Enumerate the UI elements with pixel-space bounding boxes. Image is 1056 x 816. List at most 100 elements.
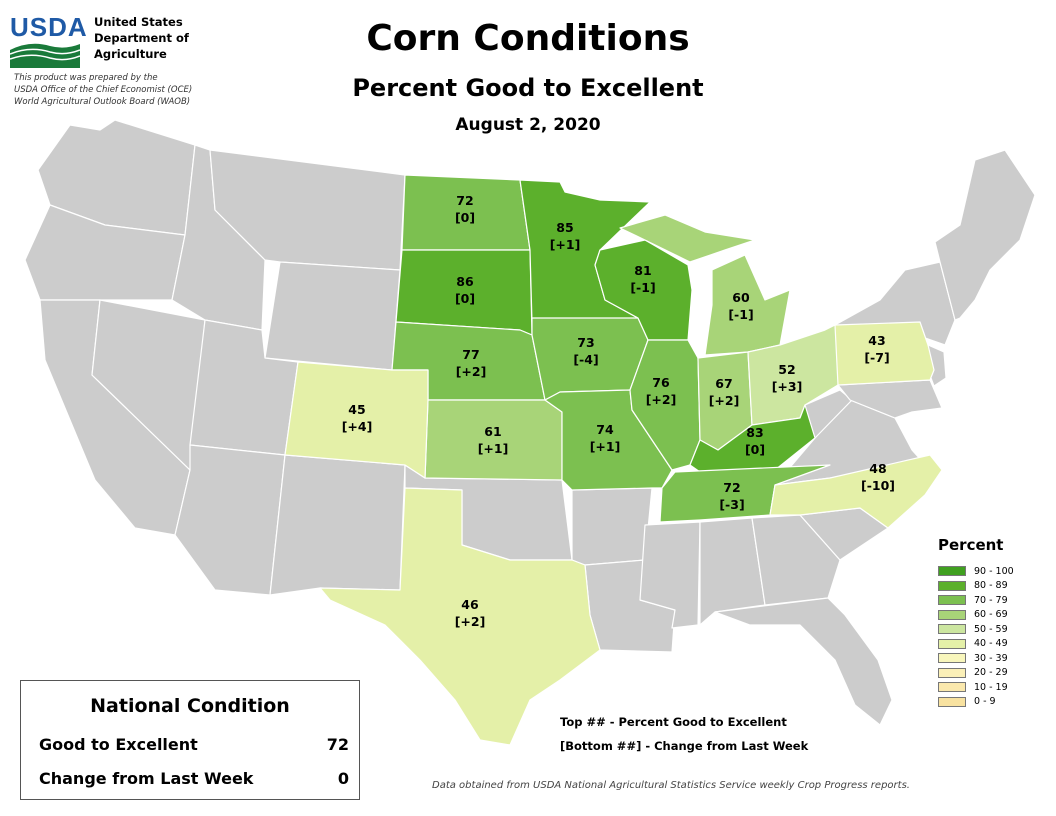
label-sd-change: [0] bbox=[455, 291, 475, 306]
legend-item: 20 - 29 bbox=[938, 666, 1048, 681]
national-condition-title: National Condition bbox=[90, 695, 290, 717]
legend-swatch bbox=[938, 682, 966, 693]
legend-item: 90 - 100 bbox=[938, 564, 1048, 579]
label-ky-value: 83 bbox=[746, 425, 763, 440]
label-pa-value: 43 bbox=[868, 333, 885, 348]
label-tn-value: 72 bbox=[723, 480, 740, 495]
map-subtitle: Percent Good to Excellent bbox=[352, 74, 704, 102]
good-to-excellent-value: 72 bbox=[326, 735, 349, 754]
legend-label: 70 - 79 bbox=[974, 594, 1008, 606]
state-ks bbox=[424, 399, 563, 481]
label-mi-value: 60 bbox=[732, 290, 750, 305]
legend-label: 90 - 100 bbox=[974, 565, 1014, 577]
map-date: August 2, 2020 bbox=[455, 115, 601, 135]
label-key-notes: Top ## - Percent Good to Excellent [Bott… bbox=[560, 710, 820, 758]
legend-item: 40 - 49 bbox=[938, 637, 1048, 652]
legend-swatch bbox=[938, 653, 966, 664]
legend-swatch bbox=[938, 624, 966, 635]
state-az bbox=[174, 444, 286, 596]
note-top: Top ## - Percent Good to Excellent bbox=[560, 715, 787, 729]
dept-line: Agriculture bbox=[94, 47, 167, 61]
state-nm bbox=[269, 454, 406, 596]
legend-label: 0 - 9 bbox=[974, 696, 996, 708]
usda-hills-icon bbox=[10, 43, 80, 68]
usda-department-name: United States Department of Agriculture bbox=[94, 14, 194, 62]
state-nc bbox=[769, 454, 943, 529]
legend-swatch bbox=[938, 566, 966, 577]
legend-swatch bbox=[938, 696, 966, 707]
state-wy bbox=[264, 261, 401, 371]
dept-line: Department of bbox=[94, 31, 189, 45]
label-oh-change: [+3] bbox=[772, 379, 803, 394]
good-to-excellent-label: Good to Excellent bbox=[39, 735, 198, 754]
label-in-change: [+2] bbox=[709, 393, 740, 408]
state-ar bbox=[571, 487, 653, 566]
label-ne-change: [+2] bbox=[456, 364, 487, 379]
legend-swatch bbox=[938, 638, 966, 649]
label-mo-value: 74 bbox=[596, 422, 614, 437]
label-nc-value: 48 bbox=[869, 461, 886, 476]
legend-label: 50 - 59 bbox=[974, 623, 1008, 635]
legend-item: 60 - 69 bbox=[938, 608, 1048, 623]
credit-line: USDA Office of the Chief Economist (OCE) bbox=[14, 85, 193, 95]
label-in-value: 67 bbox=[715, 376, 732, 391]
prepared-by-credit: This product was prepared by the USDA Of… bbox=[14, 72, 214, 108]
label-tx-value: 46 bbox=[461, 597, 479, 612]
legend-swatch bbox=[938, 609, 966, 620]
label-tx-change: [+2] bbox=[455, 614, 486, 629]
label-ia-value: 73 bbox=[577, 335, 594, 350]
label-mi-change: [-1] bbox=[728, 307, 753, 322]
change-from-last-week-label: Change from Last Week bbox=[39, 769, 254, 788]
legend-item: 80 - 89 bbox=[938, 579, 1048, 594]
change-from-last-week-value: 0 bbox=[337, 769, 349, 788]
legend-item: 10 - 19 bbox=[938, 680, 1048, 695]
legend-swatch bbox=[938, 580, 966, 591]
label-nd-change: [0] bbox=[455, 210, 475, 225]
usda-logo-text: USDA bbox=[10, 12, 88, 42]
label-sd-value: 86 bbox=[456, 274, 474, 289]
legend-item: 0 - 9 bbox=[938, 695, 1048, 710]
label-mn-value: 85 bbox=[556, 220, 573, 235]
label-ks-change: [+1] bbox=[478, 441, 509, 456]
label-il-value: 76 bbox=[652, 375, 670, 390]
label-nd-value: 72 bbox=[456, 193, 473, 208]
legend-item: 50 - 59 bbox=[938, 622, 1048, 637]
legend-item: 30 - 39 bbox=[938, 651, 1048, 666]
credit-line: World Agricultural Outlook Board (WAOB) bbox=[14, 97, 191, 107]
label-il-change: [+2] bbox=[646, 392, 677, 407]
label-mn-change: [+1] bbox=[550, 237, 581, 252]
state-tn bbox=[659, 464, 831, 523]
state-pa bbox=[834, 321, 935, 386]
label-tn-change: [-3] bbox=[719, 497, 744, 512]
state-ky bbox=[689, 404, 816, 473]
national-condition-box: National Condition Good to Excellent 72 … bbox=[20, 680, 360, 800]
legend-label: 10 - 19 bbox=[974, 681, 1008, 693]
label-wi-change: [-1] bbox=[630, 280, 655, 295]
credit-line: This product was prepared by the bbox=[14, 73, 158, 83]
usda-logo-mark: USDA bbox=[10, 12, 87, 68]
map-title: Corn Conditions bbox=[366, 18, 690, 59]
state-co bbox=[284, 361, 429, 479]
dept-line: United States bbox=[94, 15, 183, 29]
label-wi-value: 81 bbox=[634, 263, 651, 278]
legend-title: Percent bbox=[938, 536, 1004, 554]
label-ne-value: 77 bbox=[462, 347, 479, 362]
data-source-note: Data obtained from USDA National Agricul… bbox=[432, 780, 910, 791]
label-mo-change: [+1] bbox=[590, 439, 621, 454]
label-ia-change: [-4] bbox=[573, 352, 598, 367]
legend: Percent 90 - 100 80 - 89 70 - 79 60 - 69 50 … bbox=[938, 536, 1048, 709]
legend-label: 60 - 69 bbox=[974, 609, 1008, 621]
state-fl bbox=[714, 597, 893, 726]
legend-item: 70 - 79 bbox=[938, 593, 1048, 608]
note-bottom: [Bottom ##] - Change from Last Week bbox=[560, 739, 809, 753]
label-ks-value: 61 bbox=[484, 424, 501, 439]
label-oh-value: 52 bbox=[778, 362, 795, 377]
state-or bbox=[24, 204, 186, 301]
label-pa-change: [-7] bbox=[864, 350, 889, 365]
legend-label: 30 - 39 bbox=[974, 652, 1008, 664]
label-co-change: [+4] bbox=[342, 419, 373, 434]
label-co-value: 45 bbox=[348, 402, 365, 417]
legend-swatch bbox=[938, 667, 966, 678]
legend-swatch bbox=[938, 595, 966, 606]
